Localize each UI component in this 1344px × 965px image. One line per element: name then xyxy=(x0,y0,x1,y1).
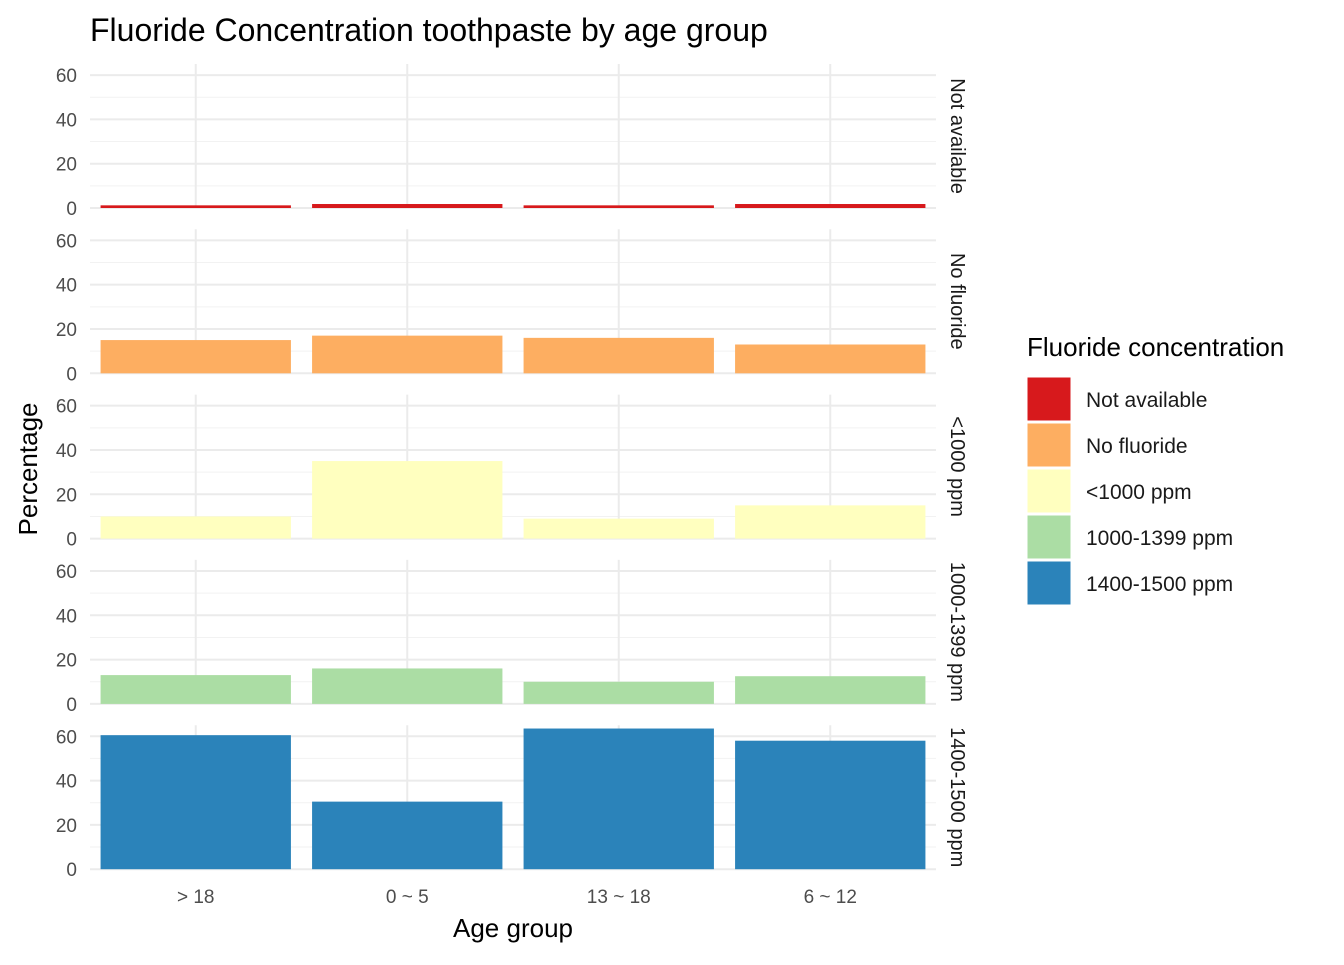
y-tick-label: 20 xyxy=(56,816,77,837)
y-tick-label: 40 xyxy=(56,441,77,462)
bar xyxy=(100,205,291,208)
bar xyxy=(735,740,926,870)
legend-swatch xyxy=(1026,422,1072,468)
legend-title: Fluoride concentration xyxy=(1027,332,1284,362)
legend-item: No fluoride xyxy=(1026,422,1188,468)
y-tick-label: 40 xyxy=(56,110,77,131)
y-tick-label: 0 xyxy=(66,530,77,551)
bar xyxy=(735,344,926,374)
bar xyxy=(523,518,714,539)
y-tick-label: 0 xyxy=(66,364,77,385)
bar xyxy=(523,728,714,870)
legend-items: Not available No fluoride <1000 ppm 1000-13… xyxy=(1026,376,1233,606)
bar xyxy=(100,675,291,704)
bar xyxy=(523,205,714,208)
legend-label: Not available xyxy=(1086,389,1207,412)
legend-swatch xyxy=(1026,514,1072,560)
y-tick-label: 20 xyxy=(56,485,77,506)
y-tick-label: 40 xyxy=(56,606,77,627)
bar xyxy=(735,676,926,704)
bar xyxy=(523,337,714,374)
bar xyxy=(100,516,291,539)
legend-swatch xyxy=(1026,468,1072,514)
y-tick-label: 20 xyxy=(56,155,77,176)
x-tick-label: 0 ~ 5 xyxy=(386,887,429,908)
bar xyxy=(312,668,503,704)
legend-label: No fluoride xyxy=(1086,435,1188,458)
y-tick-label: 60 xyxy=(56,562,77,583)
facet-panel: 0 20 40 60 <1000 ppm xyxy=(56,394,968,551)
y-tick-label: 0 xyxy=(66,860,77,881)
facet-strip-label: No fluoride xyxy=(946,253,968,350)
x-tick-label: 6 ~ 12 xyxy=(804,887,857,908)
y-tick-label: 60 xyxy=(56,397,77,418)
legend-swatch xyxy=(1026,376,1072,422)
y-tick-label: 60 xyxy=(56,727,77,748)
bar xyxy=(735,505,926,539)
bar xyxy=(100,735,291,870)
x-axis-ticks: > 18 0 ~ 5 13 ~ 18 6 ~ 12 xyxy=(177,887,857,908)
legend-item: 1000-1399 ppm xyxy=(1026,514,1233,560)
legend-item: 1400-1500 ppm xyxy=(1026,560,1233,606)
facet-strip-label: <1000 ppm xyxy=(946,416,968,517)
legend: Fluoride concentration Not available No f… xyxy=(1026,332,1284,606)
legend-swatch xyxy=(1026,560,1072,606)
facet-strip-label: Not available xyxy=(946,78,968,194)
y-tick-label: 0 xyxy=(66,695,77,716)
x-tick-label: 13 ~ 18 xyxy=(587,887,651,908)
facet-strip-label: 1400-1500 ppm xyxy=(946,727,968,867)
bar xyxy=(312,204,503,208)
legend-label: 1400-1500 ppm xyxy=(1086,573,1233,596)
y-tick-label: 60 xyxy=(56,231,77,252)
facet-panel: 0 20 40 60 1400-1500 ppm xyxy=(56,725,968,881)
facet-panel: 0 20 40 60 No fluoride xyxy=(56,229,968,385)
bar xyxy=(312,335,503,374)
y-tick-label: 20 xyxy=(56,651,77,672)
y-tick-label: 40 xyxy=(56,276,77,297)
facet-strip-label: 1000-1399 ppm xyxy=(946,562,968,702)
bar xyxy=(735,204,926,208)
x-axis-title: Age group xyxy=(453,913,573,943)
y-tick-label: 20 xyxy=(56,320,77,341)
y-tick-label: 40 xyxy=(56,772,77,793)
legend-label: <1000 ppm xyxy=(1086,481,1192,504)
facet-panel: 0 20 40 60 Not available xyxy=(56,64,968,220)
legend-item: <1000 ppm xyxy=(1026,468,1192,514)
facet-panel: 0 20 40 60 1000-1399 ppm xyxy=(56,559,968,716)
bar xyxy=(523,681,714,704)
bar xyxy=(312,801,503,870)
bar xyxy=(312,461,503,539)
chart-title: Fluoride Concentration toothpaste by age… xyxy=(90,12,768,48)
y-tick-label: 60 xyxy=(56,66,77,87)
legend-item: Not available xyxy=(1026,376,1207,422)
legend-label: 1000-1399 ppm xyxy=(1086,527,1233,550)
bar xyxy=(100,340,291,374)
x-tick-label: > 18 xyxy=(177,887,215,908)
y-axis-title: Percentage xyxy=(13,403,43,536)
y-tick-label: 0 xyxy=(66,199,77,220)
facet-panels: 0 20 40 60 Not available 0 20 40 60 No fluoride 0 2… xyxy=(56,64,968,881)
